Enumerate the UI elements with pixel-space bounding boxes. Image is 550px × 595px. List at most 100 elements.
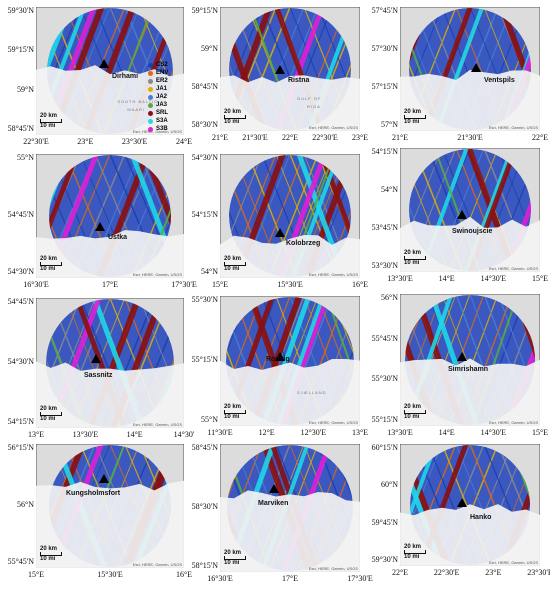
scale-bar: 20 km 10 mi <box>404 109 426 125</box>
legend-dot-icon <box>148 62 153 68</box>
station-name: Kungsholmsfort <box>66 490 121 497</box>
legend-dot-icon <box>148 78 153 84</box>
basemap-attribution: Esri, HERE, Garmin, USGS <box>132 129 182 134</box>
longitude-tick-label: 15°E <box>211 280 229 289</box>
latitude-tick-label: 59°45'N <box>371 517 398 527</box>
scale-bar-line <box>40 262 62 266</box>
scale-bar: 20 km 10 mi <box>404 250 426 266</box>
latitude-tick-label: 56°15'N <box>7 443 34 452</box>
station-triangle-icon <box>99 474 109 483</box>
station-triangle-icon <box>457 352 467 361</box>
station-name: Simrishamn <box>448 366 489 373</box>
longitude-tick-label: 23°E <box>485 568 502 577</box>
latitude-tick-label: 58°45'N <box>191 82 218 91</box>
land-mask <box>220 75 360 131</box>
altimetry-track-map <box>220 296 360 426</box>
longitude-tick-label: 15°E <box>531 428 549 437</box>
track-band-s3a <box>410 445 440 565</box>
map-panel-ristna: Ristna 20 km 10 mi Esri, HERE, Garmin, USGS… <box>220 7 360 131</box>
legend-item: JA2 <box>148 93 168 101</box>
longitude-tick-label: 13°E <box>27 430 45 439</box>
longitude-tick-label: 13°E <box>351 428 369 437</box>
legend-label: JA3 <box>156 102 168 108</box>
latitude-tick-label: 57°30'N <box>371 44 398 53</box>
scale-mi-label: 10 mi <box>40 266 56 272</box>
latitude-tick-label: 55°N <box>17 153 34 162</box>
scale-mi-label: 10 mi <box>40 556 56 562</box>
latitude-tick-label: 55°15'N <box>371 415 398 424</box>
latitude-tick-label: 56°N <box>17 500 34 509</box>
land-mask <box>400 69 540 131</box>
longitude-tick-label: 12°E <box>258 428 275 437</box>
scale-bar-line <box>224 410 246 414</box>
latitude-tick-label: 59°30'N <box>7 6 34 15</box>
latitude-tick-label: 55°30'N <box>191 295 218 304</box>
longitude-tick-label: 15°30'E <box>277 280 303 289</box>
longitude-tick-label: 16°E <box>351 280 369 289</box>
latitude-tick-label: 54°30'N <box>7 357 34 366</box>
scale-bar-line <box>40 412 62 416</box>
scale-km-label: 20 km <box>224 256 242 262</box>
scale-km-label: 20 km <box>224 109 242 115</box>
latitude-tick-label: 58°15'N <box>191 561 218 570</box>
scale-bar: 20 km 10 mi <box>40 113 62 129</box>
latitude-tick-label: 55°15'N <box>191 355 218 364</box>
station-triangle-icon <box>269 484 279 493</box>
longitude-tick-label: 23°30'E <box>121 137 148 146</box>
station-triangle-icon <box>275 228 285 237</box>
scale-bar-line <box>404 550 426 554</box>
land-mask <box>400 358 540 426</box>
scale-km-label: 20 km <box>404 250 422 256</box>
station-name: Marviken <box>258 500 289 507</box>
mission-legend: CS2 ENV ER2 JA1 JA2 JA3 SRL S3A S3B <box>148 61 168 133</box>
latitude-tick-label: 57°N <box>381 120 398 129</box>
legend-item: JA1 <box>148 85 168 93</box>
scale-km-label: 20 km <box>40 113 58 119</box>
altimetry-track-map <box>220 444 360 572</box>
longitude-tick-label: 15°30'E <box>97 570 123 579</box>
latitude-tick-label: 54°45'N <box>7 210 34 219</box>
legend-dot-icon <box>148 118 153 124</box>
land-mask <box>36 361 184 428</box>
legend-label: S3B <box>156 126 168 132</box>
sea-label: SOUTH BALTIC <box>117 99 159 105</box>
legend-item: ER2 <box>148 77 168 85</box>
sea-label: RIGA <box>307 104 321 110</box>
sea-label: SJÆLLAND <box>297 389 327 395</box>
station-name: Ventspils <box>484 77 515 84</box>
legend-item: CS2 <box>148 61 168 69</box>
scale-mi-label: 10 mi <box>404 260 420 266</box>
latitude-tick-label: 56°N <box>381 293 398 302</box>
scale-km-label: 20 km <box>404 109 422 115</box>
station-triangle-icon <box>457 498 467 507</box>
altimetry-track-map <box>36 7 184 135</box>
scale-bar-line <box>224 115 246 119</box>
legend-label: JA1 <box>156 86 168 92</box>
map-panel-kungsholmsfort: Kungsholmsfort 20 km 10 mi Esri, HERE, Garm… <box>36 444 184 568</box>
scale-mi-label: 10 mi <box>224 266 240 272</box>
basemap-attribution: Esri, HERE, Garmin, USGS <box>132 562 182 567</box>
station-name: Ristna <box>288 77 310 84</box>
station-name: Sassnitz <box>84 372 113 379</box>
land-mask <box>220 235 360 278</box>
longitude-tick-label: 22°E <box>391 568 409 577</box>
legend-dot-icon <box>148 110 153 116</box>
scale-bar: 20 km 10 mi <box>224 109 246 125</box>
scale-mi-label: 10 mi <box>40 123 56 129</box>
basemap-attribution: Esri, HERE, Garmin, USGS <box>132 272 182 277</box>
longitude-tick-label: 23°30'E <box>527 568 550 577</box>
longitude-tick-label: 22°30'E <box>23 137 49 146</box>
scale-bar-line <box>224 556 246 560</box>
land-mask <box>220 359 360 426</box>
latitude-tick-label: 59°N <box>17 84 34 94</box>
latitude-tick-label: 54°45'N <box>7 297 34 306</box>
longitude-tick-label: 14°30'E <box>480 428 507 437</box>
scale-km-label: 20 km <box>224 404 242 410</box>
legend-item: ENV <box>148 69 168 77</box>
scale-bar-line <box>40 552 62 556</box>
latitude-tick-label: 58°30'N <box>191 502 218 511</box>
longitude-tick-label: 15°E <box>27 570 45 579</box>
longitude-tick-label: 13°30'E <box>387 274 413 283</box>
scale-km-label: 20 km <box>404 544 422 550</box>
scale-bar: 20 km 10 mi <box>224 550 246 566</box>
